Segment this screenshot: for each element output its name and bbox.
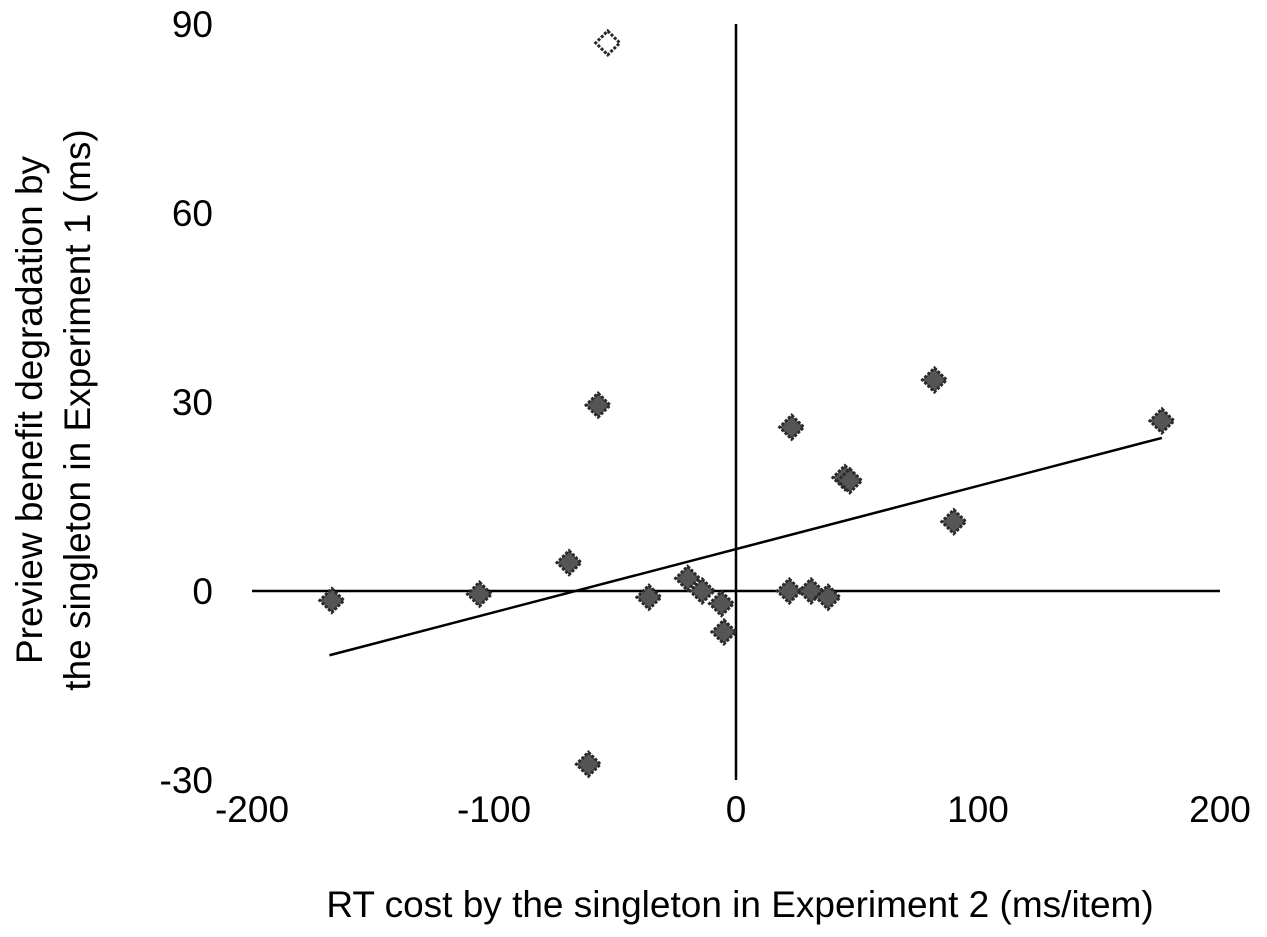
data-point: [707, 589, 736, 618]
data-point: [554, 548, 584, 577]
x-tick-label: -100: [457, 789, 531, 830]
y-tick-label: 0: [192, 571, 213, 612]
x-tick-label: 100: [947, 789, 1009, 830]
data-point: [1147, 406, 1177, 436]
x-tick-label: -200: [215, 789, 289, 830]
data-point: [939, 507, 968, 536]
x-tick-label: 0: [726, 789, 747, 830]
data-point: [465, 580, 494, 609]
y-tick-label: -30: [160, 760, 213, 801]
data-point: [777, 413, 806, 442]
y-axis-title-line-2: the singleton in Experiment 1 (ms): [57, 129, 98, 690]
data-point: [634, 583, 664, 612]
y-axis-title: Preview benefit degradation by the singl…: [9, 129, 98, 690]
x-axis-title: RT cost by the singleton in Experiment 2…: [326, 884, 1153, 925]
data-point: [574, 750, 603, 779]
y-tick-label: 60: [172, 193, 213, 234]
data-point: [920, 365, 949, 395]
data-point: [687, 576, 717, 606]
x-tick-labels: -200 -100 0 100 200: [215, 789, 1251, 830]
data-point: [775, 576, 804, 606]
axes-layer: [252, 24, 1220, 780]
outlier-data-point: [593, 28, 622, 58]
y-tick-labels: -30 0 30 60 90: [160, 4, 213, 801]
y-axis-title-line-1: Preview benefit degradation by: [9, 155, 50, 664]
data-point: [813, 583, 843, 612]
y-tick-label: 30: [172, 382, 213, 423]
data-point: [673, 564, 702, 593]
x-tick-label: 200: [1189, 789, 1251, 830]
data-point: [583, 391, 613, 420]
y-tick-label: 90: [172, 4, 213, 45]
regression-line: [329, 436, 1163, 657]
data-point: [317, 586, 346, 615]
data-point: [709, 617, 739, 647]
data-points: [317, 28, 1177, 779]
data-point: [835, 466, 864, 495]
